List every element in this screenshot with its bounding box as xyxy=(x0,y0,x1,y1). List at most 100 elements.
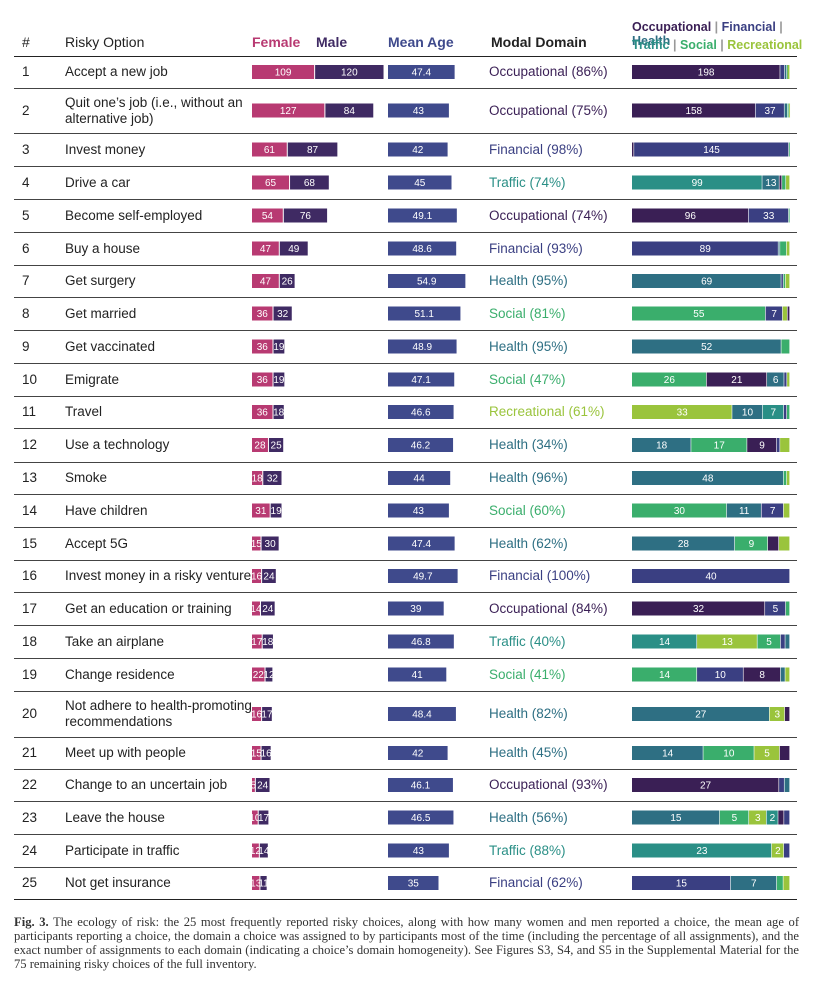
domain-segment-occupational xyxy=(784,707,790,721)
domain-segment-recreational xyxy=(697,634,757,649)
row-number: 9 xyxy=(22,338,30,354)
female-value: 36 xyxy=(257,342,269,353)
domain-segment-recreational xyxy=(782,306,787,321)
modal-domain-label: Financial (98%) xyxy=(489,141,583,157)
domain-segment-recreational xyxy=(785,667,790,682)
risky-option-line: Have children xyxy=(65,502,148,518)
domain-segment-financial xyxy=(761,503,784,518)
modal-domain-label: Financial (93%) xyxy=(489,240,583,256)
domain-segment-value: 48 xyxy=(702,474,714,485)
row-number: 18 xyxy=(22,633,38,649)
row-number: 13 xyxy=(22,470,38,485)
male-value: 19 xyxy=(273,375,285,386)
female-bar xyxy=(252,876,260,890)
domain-segment-value: 33 xyxy=(763,211,775,222)
risky-option-label: Get married xyxy=(65,306,136,322)
domain-segment-financial xyxy=(784,810,790,825)
mean-age-value: 43 xyxy=(413,846,425,857)
male-value: 32 xyxy=(267,474,279,485)
risky-option-label: Get an education or training xyxy=(65,601,232,617)
row-separator xyxy=(14,899,797,900)
header-option: Risky Option xyxy=(65,34,145,50)
domain-segment-value: 5 xyxy=(764,749,770,760)
domain-segment-value: 8 xyxy=(759,670,765,681)
mean-age-bar xyxy=(388,843,449,858)
mean-age-bar xyxy=(388,471,451,485)
domain-segment-recreational xyxy=(749,810,766,825)
domain-segment-social xyxy=(781,339,790,354)
female-bar xyxy=(252,503,270,518)
domain-segment-occupational xyxy=(632,142,634,157)
mean-age-value: 48.4 xyxy=(412,710,432,721)
domain-segment-value: 27 xyxy=(700,781,712,792)
mean-age-bar xyxy=(388,810,454,825)
male-value: 24 xyxy=(257,781,269,792)
domain-segment-recreational xyxy=(783,503,790,518)
domain-segment-occupational xyxy=(779,746,790,760)
female-value: 22 xyxy=(253,670,265,681)
domain-segment-traffic xyxy=(632,843,772,858)
domain-segment-value: 23 xyxy=(696,846,708,857)
female-bar xyxy=(252,339,273,354)
female-value: 28 xyxy=(254,441,266,452)
mean-age-value: 47.1 xyxy=(411,375,431,386)
mean-age-bar xyxy=(388,707,456,721)
domain-segment-social xyxy=(783,274,786,288)
female-bar xyxy=(252,746,261,760)
domain-segment-recreational xyxy=(780,438,790,452)
risky-option-label: Meet up with people xyxy=(65,745,186,761)
mean-age-bar xyxy=(388,339,457,354)
domain-segment-value: 18 xyxy=(656,441,668,452)
domain-segment-financial xyxy=(765,306,783,321)
row-number: 7 xyxy=(22,273,30,288)
domain-segment-value: 198 xyxy=(698,68,715,79)
risky-option-line: Drive a car xyxy=(65,174,131,190)
risky-option-line: Buy a house xyxy=(65,240,141,256)
male-bar xyxy=(325,103,374,118)
domain-segment-value: 52 xyxy=(701,342,713,353)
male-value: 24 xyxy=(263,572,275,583)
domain-segment-social xyxy=(783,471,787,485)
modal-domain-label: Financial (62%) xyxy=(489,875,583,890)
mean-age-value: 49.7 xyxy=(413,572,433,583)
female-value: 36 xyxy=(257,408,269,419)
male-bar xyxy=(283,208,328,223)
row-separator xyxy=(14,297,797,298)
modal-domain-label: Traffic (74%) xyxy=(489,174,566,190)
domain-segment-value: 21 xyxy=(731,375,743,386)
domain-segment-health xyxy=(632,536,735,551)
female-bar xyxy=(252,471,263,485)
risky-option-label: Change residence xyxy=(65,667,175,683)
mean-age-value: 47.4 xyxy=(412,539,432,550)
mean-age-bar xyxy=(388,503,449,518)
female-bar xyxy=(252,175,290,190)
mean-age-bar xyxy=(388,241,457,256)
domain-segment-value: 89 xyxy=(700,244,712,255)
row-separator xyxy=(14,592,797,593)
domain-segment-value: 96 xyxy=(685,211,697,222)
female-value: 18 xyxy=(252,474,264,485)
risky-option-line: Not adhere to health-promoting xyxy=(65,698,252,713)
risky-option-label: Change to an uncertain job xyxy=(65,777,227,793)
row-number: 21 xyxy=(22,745,38,760)
modal-domain-label: Health (96%) xyxy=(489,470,568,485)
male-bar xyxy=(262,707,272,721)
mean-age-value: 35 xyxy=(408,879,420,890)
row-number: 24 xyxy=(22,842,38,858)
female-bar xyxy=(252,142,287,157)
domain-segment-health xyxy=(784,778,790,792)
row-separator xyxy=(14,769,797,770)
risky-option-line: Change residence xyxy=(65,666,175,682)
mean-age-bar xyxy=(388,306,461,321)
female-bar xyxy=(252,274,279,288)
domain-segment-financial xyxy=(783,843,790,858)
domain-segment-recreational xyxy=(754,746,780,760)
domain-segment-occupational xyxy=(632,778,779,792)
female-value: 5 xyxy=(251,781,257,792)
risky-option-line: Quit one’s job (i.e., without an xyxy=(65,94,243,110)
domain-segment-financial xyxy=(784,372,787,387)
domain-segment-social xyxy=(787,103,789,118)
risky-option-line: Emigrate xyxy=(65,371,120,387)
male-value: 32 xyxy=(277,309,289,320)
domain-segment-health xyxy=(632,810,720,825)
